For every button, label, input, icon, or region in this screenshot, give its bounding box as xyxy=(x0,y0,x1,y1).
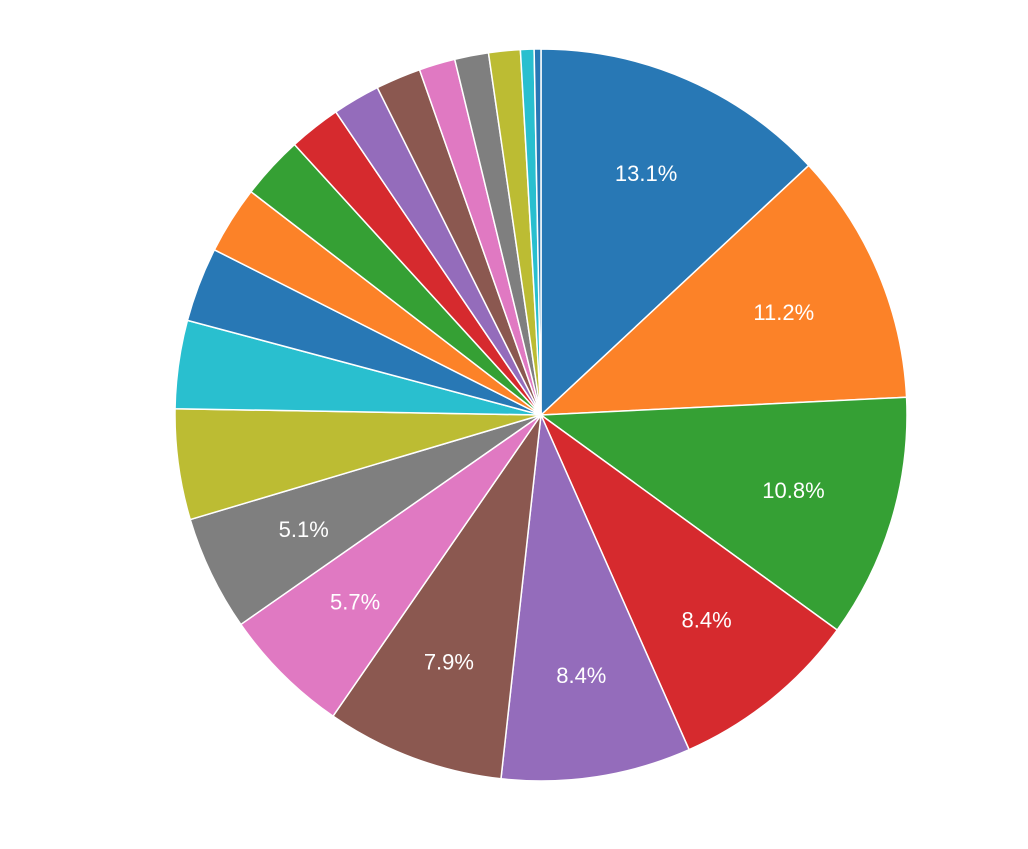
pie-slice-21[interactable] xyxy=(533,48,542,416)
slice-label-5: 8.4% xyxy=(556,663,606,688)
pie-slice-1[interactable] xyxy=(540,48,810,416)
pie-slice-4[interactable] xyxy=(540,414,838,751)
pie-labels: 13.1% 11.2% 10.8% 8.4% 8.4% 7.9% 5.7% 5.1% xyxy=(279,161,825,688)
slice-label-2: 11.2% xyxy=(753,300,814,325)
slice-label-4: 8.4% xyxy=(682,608,732,633)
slice-label-7: 5.7% xyxy=(330,589,380,614)
pie-slice-5[interactable] xyxy=(500,414,690,782)
slice-label-6: 7.9% xyxy=(424,649,474,674)
pie-slices xyxy=(174,48,908,782)
pie-slice-2[interactable] xyxy=(540,164,908,416)
slice-label-8: 5.1% xyxy=(279,517,329,542)
pie-slice-3[interactable] xyxy=(540,396,908,631)
pie-slice-7[interactable] xyxy=(240,414,542,717)
slice-label-3: 10.8% xyxy=(762,478,824,503)
slice-label-1: 13.1% xyxy=(615,161,677,186)
pie-slice-6[interactable] xyxy=(332,414,542,780)
